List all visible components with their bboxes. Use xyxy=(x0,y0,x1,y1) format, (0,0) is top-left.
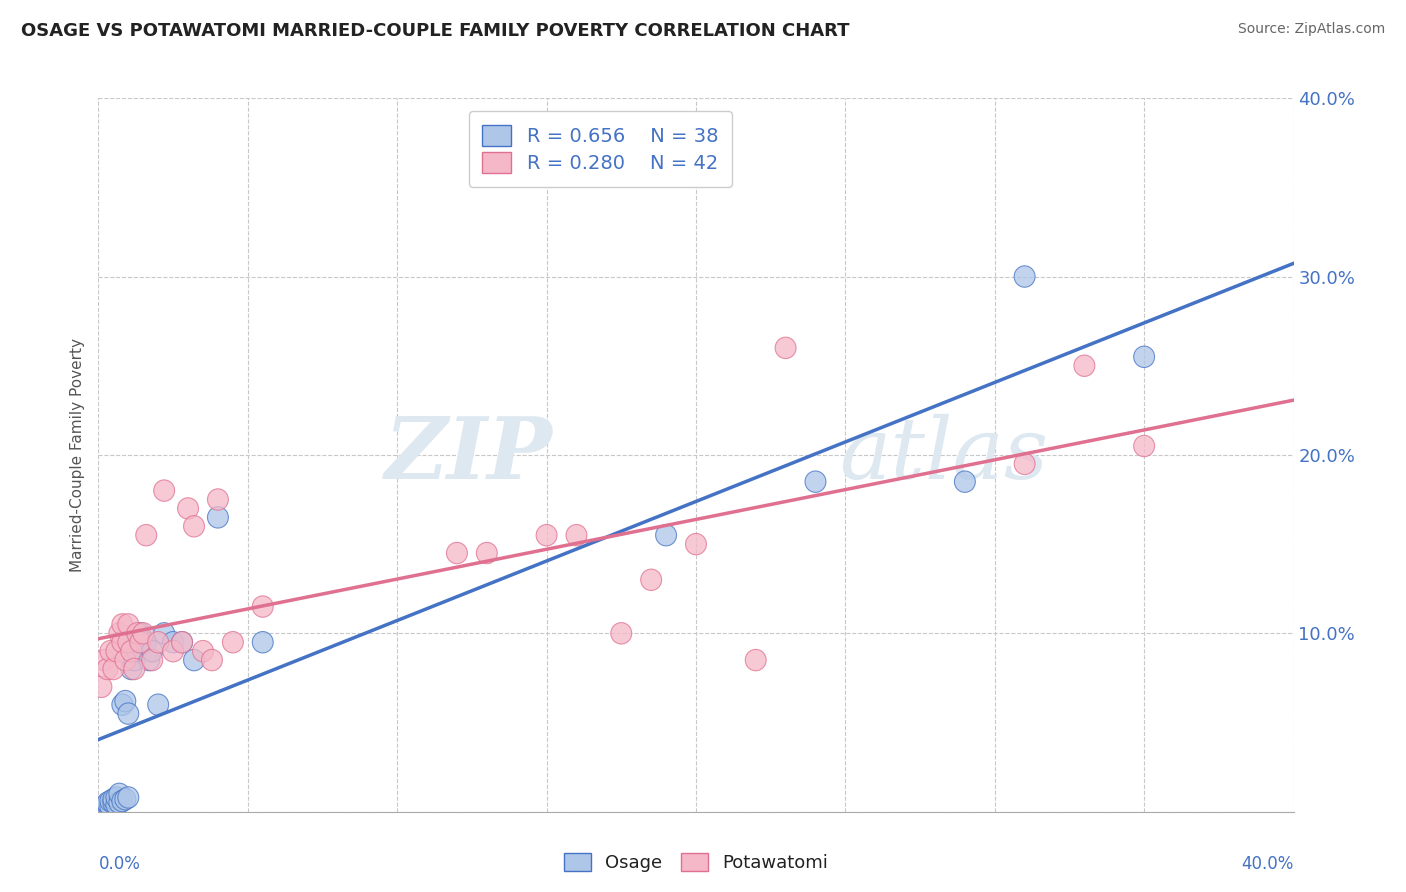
Ellipse shape xyxy=(172,632,193,653)
Ellipse shape xyxy=(745,649,766,671)
Ellipse shape xyxy=(105,787,127,808)
Text: atlas: atlas xyxy=(839,414,1049,496)
Ellipse shape xyxy=(148,632,169,653)
Ellipse shape xyxy=(686,533,706,555)
Ellipse shape xyxy=(252,596,273,617)
Ellipse shape xyxy=(208,507,228,528)
Ellipse shape xyxy=(105,640,127,662)
Ellipse shape xyxy=(153,623,174,644)
Ellipse shape xyxy=(118,614,139,635)
Text: 0.0%: 0.0% xyxy=(98,855,141,872)
Ellipse shape xyxy=(118,703,139,724)
Ellipse shape xyxy=(163,632,184,653)
Ellipse shape xyxy=(112,614,132,635)
Ellipse shape xyxy=(97,658,118,680)
Ellipse shape xyxy=(172,632,193,653)
Ellipse shape xyxy=(124,658,145,680)
Ellipse shape xyxy=(655,524,676,546)
Ellipse shape xyxy=(115,690,136,712)
Ellipse shape xyxy=(610,623,631,644)
Ellipse shape xyxy=(139,649,160,671)
Ellipse shape xyxy=(100,790,121,812)
Ellipse shape xyxy=(91,797,112,819)
Ellipse shape xyxy=(567,524,586,546)
Ellipse shape xyxy=(132,623,153,644)
Ellipse shape xyxy=(806,471,825,492)
Ellipse shape xyxy=(129,623,150,644)
Ellipse shape xyxy=(208,489,228,510)
Y-axis label: Married-Couple Family Poverty: Married-Couple Family Poverty xyxy=(70,338,86,572)
Ellipse shape xyxy=(153,480,174,501)
Ellipse shape xyxy=(100,796,121,817)
Ellipse shape xyxy=(1133,435,1154,457)
Ellipse shape xyxy=(184,649,204,671)
Ellipse shape xyxy=(136,524,156,546)
Ellipse shape xyxy=(775,337,796,359)
Ellipse shape xyxy=(115,789,136,810)
Ellipse shape xyxy=(1074,355,1095,376)
Ellipse shape xyxy=(447,542,467,564)
Ellipse shape xyxy=(115,649,136,671)
Ellipse shape xyxy=(121,658,142,680)
Ellipse shape xyxy=(127,640,148,662)
Ellipse shape xyxy=(252,632,273,653)
Ellipse shape xyxy=(1014,453,1035,475)
Ellipse shape xyxy=(112,694,132,715)
Ellipse shape xyxy=(148,694,169,715)
Ellipse shape xyxy=(121,640,142,662)
Ellipse shape xyxy=(201,649,222,671)
Legend: Osage, Potawatomi: Osage, Potawatomi xyxy=(555,844,837,881)
Ellipse shape xyxy=(142,640,163,662)
Ellipse shape xyxy=(127,623,148,644)
Ellipse shape xyxy=(124,649,145,671)
Ellipse shape xyxy=(108,783,129,805)
Ellipse shape xyxy=(184,516,204,537)
Ellipse shape xyxy=(641,569,662,591)
Ellipse shape xyxy=(103,792,124,814)
Ellipse shape xyxy=(1014,266,1035,287)
Ellipse shape xyxy=(955,471,976,492)
Ellipse shape xyxy=(103,658,124,680)
Ellipse shape xyxy=(536,524,557,546)
Ellipse shape xyxy=(94,796,115,817)
Ellipse shape xyxy=(112,632,132,653)
Ellipse shape xyxy=(112,790,132,812)
Ellipse shape xyxy=(132,632,153,653)
Ellipse shape xyxy=(103,789,124,810)
Text: Source: ZipAtlas.com: Source: ZipAtlas.com xyxy=(1237,22,1385,37)
Ellipse shape xyxy=(222,632,243,653)
Ellipse shape xyxy=(177,498,198,519)
Ellipse shape xyxy=(97,794,118,815)
Text: 40.0%: 40.0% xyxy=(1241,855,1294,872)
Ellipse shape xyxy=(118,632,139,653)
Text: OSAGE VS POTAWATOMI MARRIED-COUPLE FAMILY POVERTY CORRELATION CHART: OSAGE VS POTAWATOMI MARRIED-COUPLE FAMIL… xyxy=(21,22,849,40)
Ellipse shape xyxy=(97,792,118,814)
Ellipse shape xyxy=(1133,346,1154,368)
Ellipse shape xyxy=(129,632,150,653)
Ellipse shape xyxy=(108,792,129,814)
Ellipse shape xyxy=(477,542,498,564)
Ellipse shape xyxy=(94,649,115,671)
Ellipse shape xyxy=(136,632,156,653)
Ellipse shape xyxy=(108,623,129,644)
Text: ZIP: ZIP xyxy=(385,413,553,497)
Ellipse shape xyxy=(100,640,121,662)
Ellipse shape xyxy=(163,640,184,662)
Ellipse shape xyxy=(193,640,214,662)
Ellipse shape xyxy=(105,794,127,815)
Ellipse shape xyxy=(118,787,139,808)
Ellipse shape xyxy=(91,676,112,698)
Ellipse shape xyxy=(142,649,163,671)
